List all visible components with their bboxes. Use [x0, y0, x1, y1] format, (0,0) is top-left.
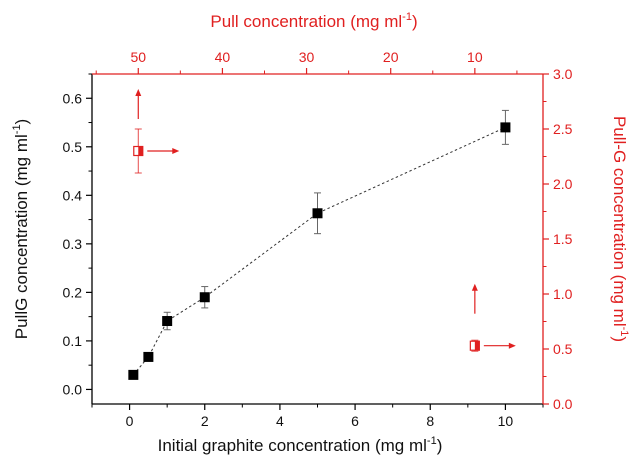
up-arrow-icon [471, 283, 478, 291]
y-left-tick-label: 0.6 [63, 90, 83, 106]
y-right-tick-label: 0.0 [553, 396, 573, 412]
y-left-tick-label: 0.2 [63, 284, 83, 300]
data-point [128, 369, 139, 380]
x-top-tick-label: 20 [383, 49, 399, 65]
y-left-tick-label: 0.4 [63, 187, 83, 203]
y-left-tick-label: 0.5 [63, 139, 83, 155]
x-tick-label: 0 [126, 413, 134, 429]
data-point [143, 351, 154, 362]
y-left-tick-label: 0.3 [63, 236, 83, 252]
x-tick-label: 2 [201, 413, 209, 429]
x-top-tick-label: 30 [299, 49, 315, 65]
x-tick-label: 4 [276, 413, 284, 429]
indicator-fill [138, 146, 143, 156]
x-tick-label: 6 [351, 413, 359, 429]
y-left-tick-label: 0.1 [63, 333, 83, 349]
y-left-tick-label: 0.0 [63, 381, 83, 397]
x-top-tick-label: 40 [215, 49, 231, 65]
x-tick-label: 8 [426, 413, 434, 429]
series-layer [128, 109, 511, 380]
y-right-tick-label: 3.0 [553, 66, 573, 82]
data-point [312, 208, 323, 219]
right-arrow-icon [172, 148, 180, 154]
x-top-tick-label: 10 [467, 49, 483, 65]
data-point [199, 292, 210, 303]
x-axis-label: Initial graphite concentration (mg ml-1) [158, 435, 443, 455]
right-y-axis-label: Pull-G concentration (mg ml-1) [610, 116, 630, 342]
series-line [132, 126, 506, 376]
up-arrow-icon [135, 89, 142, 96]
data-point [162, 316, 173, 327]
x-top-tick-label: 50 [130, 49, 146, 65]
y-right-tick-label: 1.0 [553, 286, 573, 302]
x-tick-label: 10 [498, 413, 514, 429]
left-y-axis-label: PullG concentration (mg ml-1) [11, 119, 31, 339]
y-right-tick-label: 0.5 [553, 341, 573, 357]
top-axis-label: Pull concentration (mg ml-1) [210, 11, 417, 31]
y-right-tick-label: 1.5 [553, 231, 573, 247]
indicator-fill [474, 341, 480, 351]
axes-layer: 0 2 4 6 8 10 0.0 0.1 0.2 0.3 0.4 0.5 0.6 50 40 30 20 10 0.… [63, 49, 573, 429]
right-arrow-icon [508, 342, 516, 349]
y-right-tick-label: 2.0 [553, 176, 573, 192]
y-right-tick-label: 2.5 [553, 121, 573, 137]
data-point [500, 122, 511, 133]
annotation-layer [133, 89, 516, 352]
